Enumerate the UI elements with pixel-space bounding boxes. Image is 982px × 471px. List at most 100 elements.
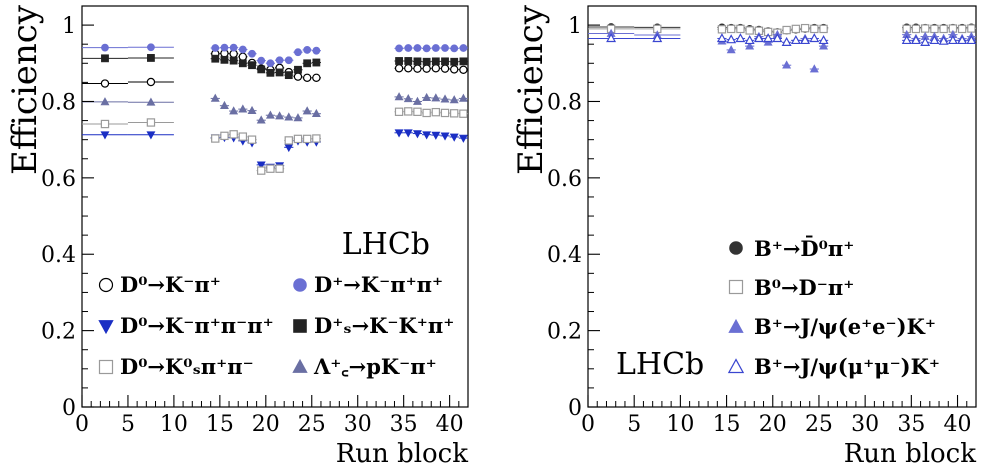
left-data-point: [101, 54, 109, 63]
left-x-tick-label: 15: [206, 412, 234, 437]
legend-marker-right-2: [728, 318, 744, 333]
legend-entry-d0-kspipi: D⁰→K⁰ₛπ⁺π⁻: [120, 354, 254, 379]
left-data-point: [441, 57, 449, 66]
legend-entry-bplus-d0pi: B⁺→D̄⁰π⁺: [754, 236, 854, 261]
left-data-point: [449, 133, 459, 142]
left-data-point: [303, 59, 312, 68]
left-data-point: [220, 43, 229, 52]
right-data-point: [726, 45, 736, 54]
left-data-point: [431, 57, 440, 66]
right-watermark: LHCb: [616, 347, 704, 382]
right-data-point: [901, 34, 912, 45]
left-marks: [82, 43, 468, 175]
left-data-point: [302, 134, 312, 144]
left-data-point: [440, 108, 450, 118]
left-watermark: LHCb: [342, 227, 430, 262]
right-y-tick-label: 1: [568, 14, 582, 39]
left-data-point: [257, 56, 266, 65]
left-y-tick-label: 0.8: [41, 90, 76, 115]
legend-entry-bplus-jpsimumu-k: B⁺→J/ψ(μ⁺μ⁻)K⁺: [754, 354, 940, 379]
left-data-point: [413, 44, 422, 52]
right-x-tick-label: 20: [759, 412, 787, 437]
right-data-point: [957, 24, 967, 34]
left-data-point: [147, 43, 155, 52]
left-data-point: [459, 44, 468, 52]
right-data-point: [939, 24, 948, 34]
legend-marker-right-1: [728, 279, 744, 295]
left-data-point: [284, 56, 293, 65]
right-data-point: [726, 34, 737, 44]
left-data-point: [450, 57, 459, 66]
left-data-point: [248, 49, 256, 58]
left-data-point: [146, 77, 156, 87]
left-data-point: [238, 59, 247, 68]
right-data-point: [947, 34, 958, 45]
right-data-point: [810, 24, 819, 34]
right-data-point: [772, 33, 783, 43]
left-data-point: [459, 109, 468, 118]
right-data-point: [790, 34, 801, 45]
right-data-point: [744, 34, 755, 45]
left-series-2: [82, 129, 468, 172]
right-panel: 0 5 10 15 20 25 30 35 40 0 0.2 0.4 0.6 0.8 1 Efficienc…: [511, 4, 977, 469]
left-data-point: [238, 132, 248, 141]
right-data-point: [809, 64, 819, 73]
right-data-point: [800, 23, 810, 33]
legend-marker-3: [293, 319, 307, 333]
left-y-tick-label: 0: [62, 396, 76, 421]
left-data-point: [440, 94, 450, 103]
legend-entry-d0-k3pi: D⁰→K⁻π⁺π⁻π⁺: [120, 313, 274, 338]
left-data-point: [422, 44, 431, 53]
right-data-point: [753, 33, 764, 43]
left-data-point: [422, 57, 431, 66]
right-y-axis-label: Efficiency: [511, 4, 551, 175]
left-data-point: [412, 96, 422, 105]
left-data-point: [431, 107, 441, 117]
left-data-point: [219, 100, 229, 110]
left-data-point: [238, 45, 247, 54]
left-y-tick-label: 0.6: [41, 167, 76, 192]
right-data-point: [782, 60, 792, 69]
right-x-tick-label: 40: [944, 412, 972, 437]
left-series-5: [82, 92, 468, 124]
left-data-point: [403, 129, 413, 138]
right-data-point: [763, 33, 774, 43]
right-x-tick-label: 5: [627, 412, 641, 437]
right-data-point: [736, 24, 745, 34]
left-data-point: [440, 132, 450, 141]
left-data-point: [238, 52, 248, 61]
left-data-point: [312, 58, 321, 67]
right-data-point: [966, 34, 977, 45]
left-data-point: [146, 118, 156, 127]
right-y-tick-label: 0.2: [547, 320, 582, 345]
right-data-point: [809, 33, 820, 43]
legend-marker-right-3: [727, 358, 745, 374]
right-data-point: [910, 34, 921, 45]
left-data-point: [459, 65, 468, 74]
legend-entry-lambdac-pkpi: Λ⁺꜀→pK⁻π⁺: [313, 354, 437, 379]
right-data-point: [911, 24, 921, 34]
left-data-point: [147, 54, 155, 62]
right-x-tick-label: 15: [713, 412, 741, 437]
right-legend: B⁺→D̄⁰π⁺ B⁰→D⁻π⁺ B⁺→J/ψ(e⁺e⁻)K⁺ B⁺→J/ψ(μ…: [727, 236, 940, 379]
right-x-tick-label: 10: [666, 412, 694, 437]
left-data-point: [404, 57, 413, 65]
legend-marker-5: [292, 358, 308, 373]
right-data-point: [606, 33, 617, 43]
left-data-point: [441, 44, 449, 52]
left-data-point: [100, 79, 110, 88]
right-data-point: [781, 36, 792, 46]
left-y-tick-label: 0.4: [41, 243, 76, 268]
left-data-point: [211, 54, 220, 63]
right-data-point: [957, 34, 968, 45]
left-data-point: [266, 164, 275, 173]
legend-marker-2: [98, 320, 114, 335]
left-data-point: [404, 107, 413, 116]
left-data-point: [413, 107, 422, 116]
right-data-point: [920, 36, 931, 46]
left-data-point: [302, 106, 312, 115]
legend-marker-4: [98, 359, 114, 375]
left-x-tick-label: 40: [436, 412, 464, 437]
right-data-point: [938, 35, 949, 45]
